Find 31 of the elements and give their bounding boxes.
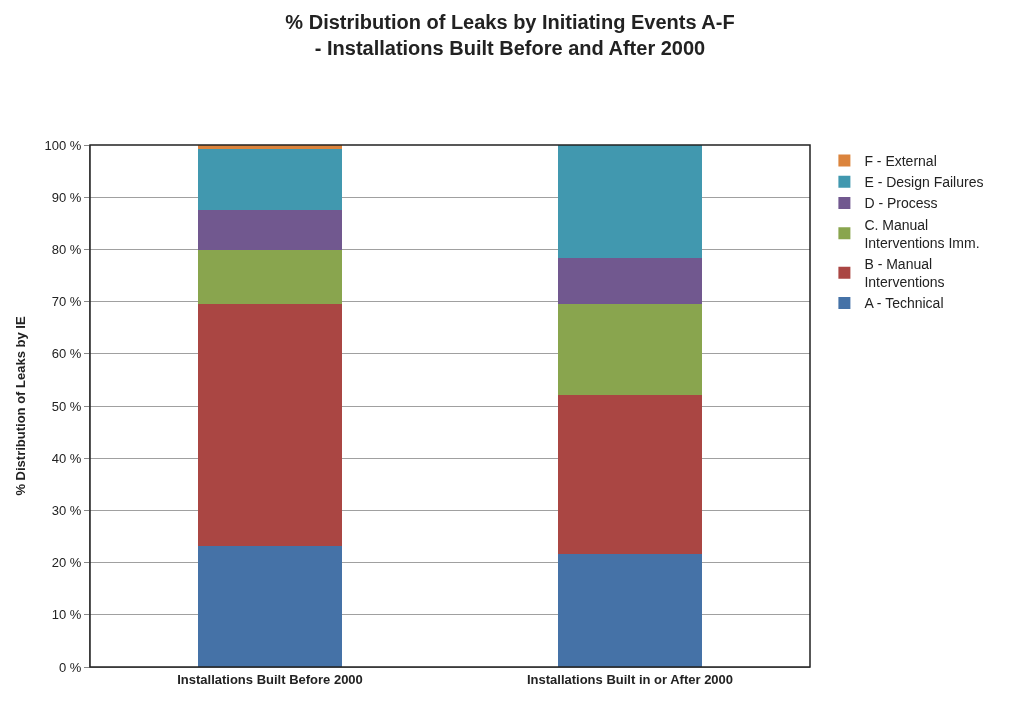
y-tick-label: 80 % [51,241,82,257]
bar [198,210,342,250]
y-axis-title: % Distribution of Leaks by IE [13,316,29,496]
y-tick-label: 0 % [58,659,82,675]
y-tick-label: 90 % [51,189,82,205]
bar [558,554,702,667]
y-tick-label: 30 % [51,502,82,518]
legend-label: A - Technical [864,295,944,312]
legend-label: B - Manual Interventions [864,256,945,291]
y-tick-label: 40 % [51,450,82,466]
bar [198,304,342,546]
y-tick-label: 60 % [51,346,82,362]
chart-title: % Distribution of Leaks by Initiating Events A-F - Installations Built Before and After 2000 [285,11,735,60]
legend-label: C. Manual Interventions Imm. [864,216,980,251]
y-tick-label: 100 % [44,137,82,153]
legend-label: D - Process [864,195,938,212]
y-tick-label: 10 % [51,607,82,623]
legend-label: E - Design Failures [864,174,984,191]
y-tick-label: 70 % [51,294,82,310]
legend-label: F - External [864,153,937,170]
y-tick-label: 20 % [51,555,82,571]
bar [558,258,702,304]
bar [558,303,702,396]
bar [558,145,702,259]
bar [198,545,342,667]
y-tick-label: 50 % [51,398,82,414]
bar [558,395,702,555]
bar [198,249,342,305]
bar [198,149,342,211]
x-tick-label: Installations Built in or After 2000 [526,671,734,687]
x-tick-label: Installations Built Before 2000 [177,671,363,687]
